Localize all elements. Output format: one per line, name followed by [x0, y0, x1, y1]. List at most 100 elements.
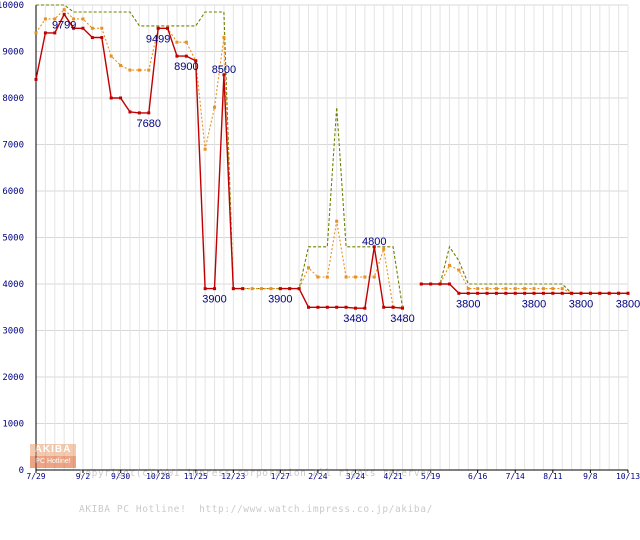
copyright-line: Copyright(c)2001 impress corporation All… [79, 468, 440, 479]
data-point-0 [325, 305, 329, 309]
y-tick-label: 10000 [0, 1, 24, 11]
data-point-0 [353, 306, 357, 310]
data-point-0 [588, 291, 592, 295]
data-point-1 [466, 287, 470, 291]
data-point-1 [260, 287, 264, 291]
copyright-watermark: AKIBA PC Hotline! Copyright(c)2001 impre… [30, 444, 439, 540]
data-label: 8500 [212, 64, 236, 76]
y-tick-label: 9000 [2, 48, 24, 58]
data-point-1 [344, 275, 348, 279]
data-label: 3900 [268, 294, 292, 306]
data-point-1 [372, 275, 376, 279]
data-point-0 [307, 305, 311, 309]
data-point-1 [316, 275, 320, 279]
x-tick-label: 10/13 [616, 472, 640, 480]
data-point-1 [513, 287, 517, 291]
data-point-0 [119, 96, 123, 100]
data-point-0 [382, 305, 386, 309]
data-point-1 [137, 68, 141, 72]
data-point-1 [72, 17, 76, 21]
data-label: 3480 [343, 313, 367, 325]
data-point-0 [494, 291, 498, 295]
data-point-0 [400, 306, 404, 310]
data-point-0 [391, 305, 395, 309]
data-point-0 [231, 287, 235, 291]
data-label: 8900 [174, 61, 198, 73]
x-tick-label: 11/25 [184, 472, 208, 480]
data-point-1 [175, 40, 179, 44]
data-label: 4800 [362, 236, 386, 248]
data-point-0 [476, 291, 480, 295]
data-point-0 [551, 291, 555, 295]
data-point-1 [34, 31, 38, 35]
data-point-1 [523, 287, 527, 291]
chart-labels: 9799 9499 8900 7680 8500 3900 3900 3480 4800 3480… [52, 19, 640, 325]
y-tick-label: 3000 [2, 327, 24, 337]
data-point-0 [62, 12, 66, 16]
data-point-1 [250, 287, 254, 291]
data-point-1 [494, 287, 498, 291]
data-point-0 [128, 110, 132, 114]
data-point-0 [513, 291, 517, 295]
price-history-chart: 0 1000 2000 3000 4000 5000 6000 7000 8000 9000 100… [0, 1, 640, 480]
x-tick-label: 5/19 [421, 472, 440, 480]
data-point-0 [278, 287, 282, 291]
data-point-0 [532, 291, 536, 295]
x-tick-label: 3/24 [346, 472, 365, 480]
y-tick-label: 4000 [2, 280, 24, 290]
data-point-0 [156, 26, 160, 30]
data-point-0 [288, 287, 292, 291]
x-tick-label: 9/8 [583, 472, 598, 480]
data-point-0 [147, 111, 151, 115]
data-point-1 [269, 287, 273, 291]
data-point-0 [175, 54, 179, 58]
x-tick-label: 4/21 [383, 472, 402, 480]
data-point-0 [316, 305, 320, 309]
data-point-1 [551, 287, 555, 291]
data-point-0 [579, 291, 583, 295]
data-point-0 [466, 291, 470, 295]
watermark-text: Copyright(c)2001 impress corporation All… [79, 444, 439, 540]
y-tick-label: 8000 [2, 94, 24, 104]
data-point-0 [203, 287, 207, 291]
data-point-0 [90, 36, 94, 40]
data-point-1 [335, 219, 339, 223]
y-tick-label: 7000 [2, 141, 24, 151]
data-point-0 [297, 287, 301, 291]
data-label: 3900 [202, 294, 226, 306]
x-tick-label: 6/16 [468, 472, 487, 480]
data-point-0 [100, 36, 104, 40]
data-point-0 [43, 31, 47, 35]
data-point-0 [419, 282, 423, 286]
logo-top-text: AKIBA [30, 444, 76, 456]
data-label: 3800 [616, 298, 640, 310]
data-point-1 [457, 268, 461, 272]
data-point-1 [184, 40, 188, 44]
y-tick-label: 5000 [2, 234, 24, 244]
y-tick-label: 6000 [2, 187, 24, 197]
data-point-1 [119, 63, 123, 67]
y-tick-label: 1000 [2, 420, 24, 430]
data-point-0 [523, 291, 527, 295]
data-label: 3800 [456, 298, 480, 310]
data-point-1 [62, 8, 66, 12]
site-url-line: AKIBA PC Hotline! http://www.watch.impre… [79, 504, 433, 515]
data-point-0 [457, 291, 461, 295]
y-tick-label: 2000 [2, 373, 24, 383]
x-tick-label: 12/23 [221, 472, 245, 480]
data-point-1 [53, 17, 57, 21]
data-point-1 [382, 247, 386, 251]
x-tick-label: 9/30 [111, 472, 130, 480]
y-tick-label: 0 [19, 466, 24, 476]
data-point-1 [363, 275, 367, 279]
data-point-0 [137, 111, 141, 115]
data-point-1 [532, 287, 536, 291]
data-point-1 [222, 36, 226, 40]
data-point-0 [72, 26, 76, 30]
x-tick-label: 1/27 [271, 472, 290, 480]
data-point-0 [504, 291, 508, 295]
data-point-0 [53, 31, 57, 35]
data-point-0 [429, 282, 433, 286]
data-point-0 [363, 306, 367, 310]
data-label: 7680 [137, 118, 161, 130]
